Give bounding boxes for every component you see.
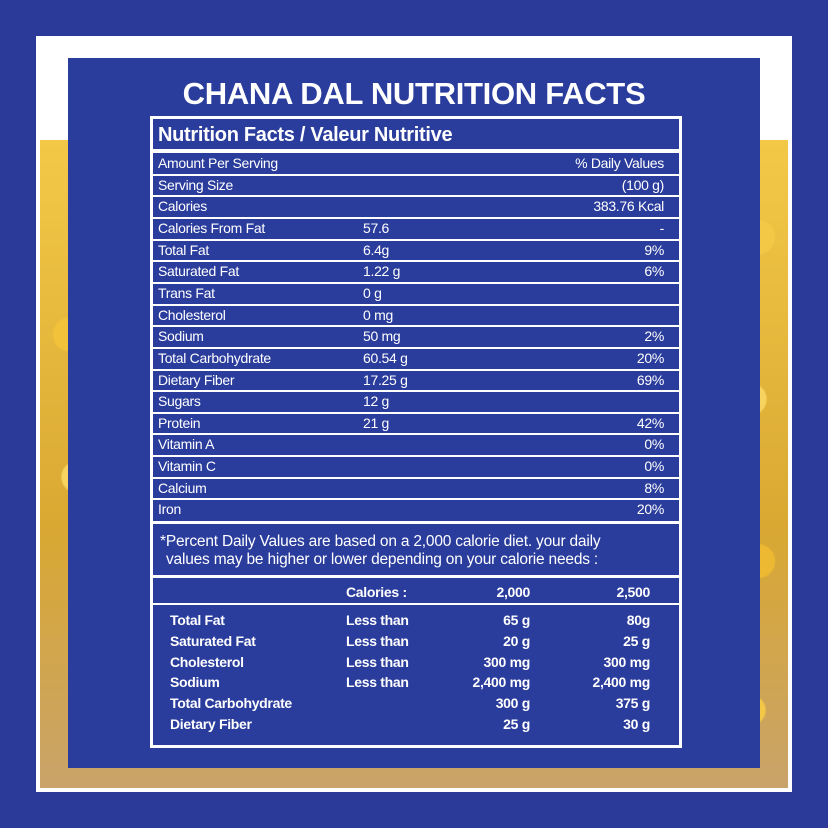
nutrient-name: Cholesterol	[158, 306, 226, 323]
nutrient-name: Calories	[158, 198, 207, 215]
reference-value: 300 mg	[603, 653, 651, 670]
nutrient-amount: 0 g	[363, 284, 382, 301]
nutrient-amount: 21 g	[363, 414, 390, 431]
nutrient-amount: 17.25 g	[363, 371, 408, 388]
rule	[153, 173, 679, 176]
column-header: Amount Per Serving	[158, 155, 278, 171]
reference-value: 2,400 mg	[592, 674, 650, 691]
reference-name: Saturated Fat	[170, 632, 256, 649]
daily-value: 0%	[644, 458, 664, 475]
rule	[153, 260, 679, 263]
rule	[153, 390, 679, 393]
rule	[153, 455, 679, 458]
daily-value: 6%	[644, 263, 664, 280]
nutrient-name: Total Carbohydrate	[158, 349, 271, 366]
reference-name: Dietary Fiber	[170, 716, 252, 732]
reference-qualifier: Less than	[346, 653, 409, 670]
reference-value: 2,400 mg	[472, 674, 530, 691]
nutrient-amount: 1.22 g	[363, 263, 401, 280]
nutrient-name: Iron	[158, 501, 181, 518]
rule	[153, 603, 679, 605]
daily-value: 20%	[636, 349, 664, 366]
nutrient-name: Total Fat	[158, 241, 209, 258]
daily-value: 69%	[636, 371, 664, 388]
nutrient-name: Calcium	[158, 479, 207, 496]
rule	[153, 411, 679, 414]
nutrient-name: Saturated Fat	[158, 263, 239, 280]
rule	[153, 521, 679, 525]
nutrient-amount: 12 g	[363, 393, 390, 410]
daily-value: 20%	[636, 501, 664, 518]
nutrient-amount: 0 mg	[363, 306, 393, 323]
reference-name: Cholesterol	[170, 653, 244, 670]
reference-value: 375 g	[615, 695, 651, 712]
daily-value: 8%	[644, 479, 664, 496]
reference-name: Total Carbohydrate	[170, 695, 292, 712]
label-box	[150, 116, 682, 748]
rule	[153, 433, 679, 436]
reference-value: 25 g	[623, 632, 650, 649]
reference-value: 30 g	[623, 716, 650, 732]
daily-value: 42%	[636, 414, 664, 431]
rule	[153, 303, 679, 306]
label-heading: Nutrition Facts / Valeur Nutritive	[158, 124, 453, 146]
rule	[153, 216, 679, 219]
nutrient-name: Sodium	[158, 328, 204, 345]
reference-header: 2,500	[616, 584, 650, 600]
nutrient-amount: 50 mg	[363, 328, 401, 345]
nutrient-amount: 57.6	[363, 219, 390, 236]
reference-name: Sodium	[170, 674, 220, 691]
nutrient-name: Vitamin A	[158, 436, 215, 453]
nutrient-name: Serving Size	[158, 176, 233, 193]
nutrient-name: Vitamin C	[158, 458, 216, 475]
daily-value: 9%	[644, 241, 664, 258]
footnote: values may be higher or lower depending …	[166, 551, 599, 569]
rule	[153, 346, 679, 349]
reference-name: Total Fat	[170, 612, 225, 628]
nutrient-name: Sugars	[158, 393, 201, 410]
nutrient-name: Trans Fat	[158, 284, 215, 301]
rule	[153, 368, 679, 371]
nutrient-name: Dietary Fiber	[158, 371, 235, 388]
daily-value: 383.76 Kcal	[593, 198, 664, 215]
rule	[153, 498, 679, 501]
reference-qualifier: Less than	[346, 612, 409, 628]
nutrient-amount: 60.54 g	[363, 349, 408, 366]
daily-value: 0%	[644, 436, 664, 453]
reference-value: 25 g	[503, 716, 530, 732]
reference-header: 2,000	[496, 584, 530, 600]
reference-qualifier: Less than	[346, 632, 409, 649]
reference-value: 300 mg	[483, 653, 531, 670]
title: CHANA DAL NUTRITION FACTS	[182, 76, 646, 111]
nutrient-name: Calories From Fat	[158, 219, 265, 236]
rule	[153, 195, 679, 198]
daily-value: (100 g)	[621, 176, 665, 193]
reference-value: 20 g	[503, 632, 530, 649]
rule	[153, 238, 679, 241]
reference-value: 65 g	[503, 612, 530, 628]
reference-value: 80g	[626, 612, 651, 628]
daily-value: 2%	[644, 328, 664, 345]
nutrient-name: Protein	[158, 414, 201, 431]
daily-value: -	[659, 219, 665, 236]
reference-header: Calories :	[346, 584, 407, 600]
column-header: % Daily Values	[575, 155, 664, 171]
rule	[153, 281, 679, 284]
reference-qualifier: Less than	[346, 674, 409, 691]
rule	[153, 476, 679, 479]
footnote: *Percent Daily Values are based on a 2,0…	[160, 533, 601, 551]
reference-value: 300 g	[495, 695, 531, 712]
nutrient-amount: 6.4g	[363, 241, 390, 258]
rule	[153, 325, 679, 328]
rule	[153, 575, 679, 578]
rule	[153, 149, 679, 153]
